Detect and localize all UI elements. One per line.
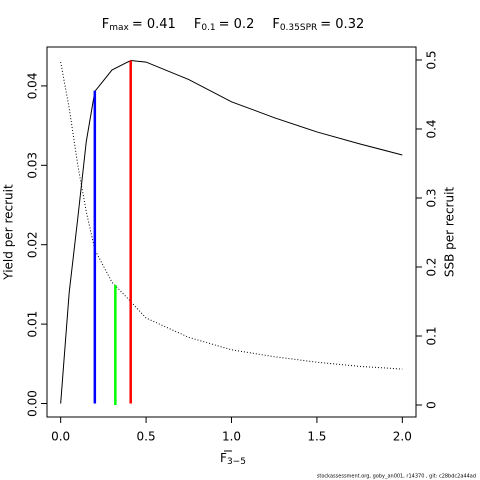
x-tick-label: 1.5 — [307, 430, 326, 444]
x-label-subscript: 3−5 — [227, 457, 246, 467]
y2-tick-label: 0.1 — [425, 326, 439, 345]
y2-tick-label: 0.2 — [425, 257, 439, 276]
title-value: = 0.2 — [219, 17, 255, 32]
title-symbol: F — [272, 17, 279, 32]
title-value: = 0.41 — [132, 17, 176, 32]
title-symbol: F — [194, 17, 201, 32]
x-tick-label: 0.5 — [137, 430, 156, 444]
title-subscript: max — [109, 23, 129, 33]
y2-tick-label: 0.5 — [425, 50, 439, 69]
y-tick-label: 0.04 — [26, 73, 40, 100]
y2-axis-label: SSB per recruit — [443, 187, 457, 278]
y2-tick-label: 0.4 — [425, 119, 439, 138]
footer: stockassessment.org, goby_an001, r14370 … — [317, 474, 476, 480]
x-tick-label: 2.0 — [393, 430, 412, 444]
plot-frame — [46, 46, 417, 418]
x-label-symbol: F — [220, 451, 227, 465]
title-subscript: 0.1 — [201, 23, 215, 33]
series-line — [60, 61, 403, 370]
x-tick-label: 0.0 — [51, 430, 70, 444]
x-axis-label: F3−5 — [220, 451, 246, 467]
y-tick-label: 0.02 — [26, 231, 40, 258]
y-tick-label: 0.00 — [26, 390, 40, 417]
x-tick-label: 1.0 — [222, 430, 241, 444]
y2-tick-label: 0.3 — [425, 188, 439, 207]
y-axis-label: Yield per recruit — [2, 184, 16, 281]
title-value: = 0.32 — [320, 17, 364, 32]
title-subscript: 0.35SPR — [280, 23, 317, 33]
y-tick-label: 0.03 — [26, 152, 40, 179]
title-symbol: F — [102, 17, 109, 32]
y2-tick-label: 0 — [425, 401, 439, 409]
y-tick-label: 0.01 — [26, 311, 40, 338]
chart-title: Fmax = 0.41 F0.1 = 0.2 F0.35SPR = 0.32 — [102, 17, 365, 33]
series-line — [60, 59, 403, 404]
